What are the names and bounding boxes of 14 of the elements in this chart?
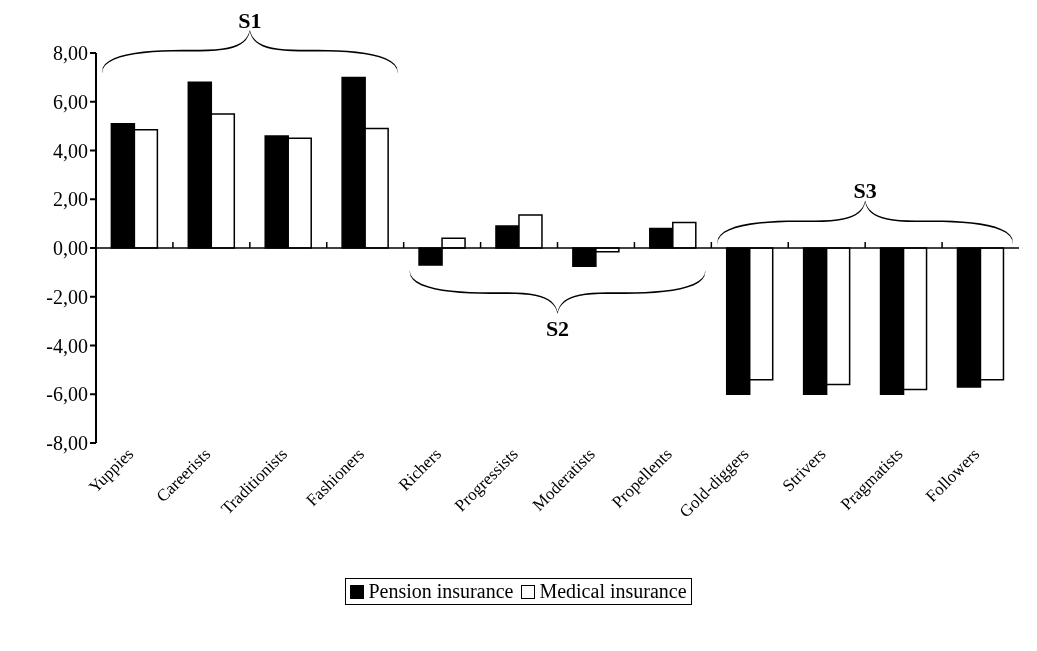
y-tick-label: -2,00 — [46, 285, 88, 308]
text: S1 — [238, 7, 262, 33]
y-tick-label: 8,00 — [53, 42, 88, 65]
annotation: S2 — [545, 316, 570, 342]
legend-label: Pension insurance — [368, 580, 514, 603]
legend-label: Medical insurance — [539, 580, 687, 603]
annotation: S3 — [853, 178, 877, 204]
y-tick-label: 0,00 — [53, 237, 88, 260]
y-tick-label: 4,00 — [53, 139, 88, 162]
y-tick-label: -4,00 — [46, 334, 88, 357]
y-tick-label: -8,00 — [46, 432, 88, 455]
y-tick-label: 6,00 — [53, 90, 88, 113]
y-tick-label: -6,00 — [46, 383, 88, 406]
y-tick-label: 2,00 — [53, 188, 88, 211]
